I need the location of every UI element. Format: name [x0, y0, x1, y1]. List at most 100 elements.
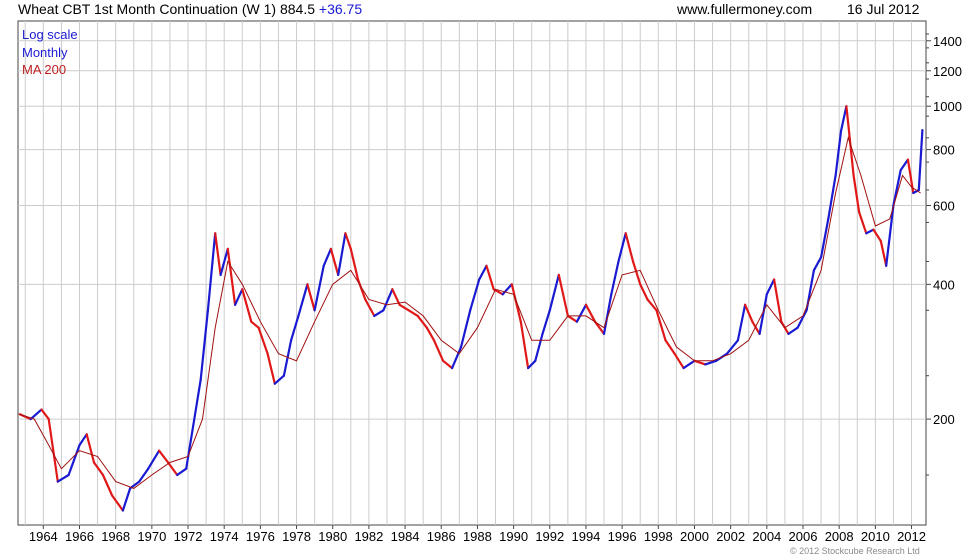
price-segment: [322, 247, 332, 267]
price-segment: [250, 320, 260, 329]
price-segment: [548, 273, 560, 312]
price-segment: [382, 288, 394, 312]
y-tick-label: 800: [933, 143, 955, 158]
x-tick-label: 2002: [716, 529, 745, 544]
price-segment: [56, 473, 70, 483]
price-segment: [758, 293, 768, 335]
price-segment: [306, 283, 316, 312]
price-segment: [214, 232, 222, 276]
price-segment: [584, 303, 597, 323]
price-segment: [736, 303, 747, 342]
price-segment: [337, 232, 347, 276]
price-segment: [501, 283, 513, 296]
copyright-notice: © 2012 Stockcube Research Ltd: [790, 546, 920, 556]
legend-ma200: MA 200: [22, 62, 67, 77]
price-segment: [40, 408, 50, 421]
title-main: Wheat CBT 1st Month Continuation (W 1) 8…: [18, 1, 315, 17]
y-tick-label: 1000: [933, 99, 962, 114]
price-segment: [885, 204, 895, 267]
price-segment: [273, 374, 285, 385]
price-segment: [147, 449, 161, 470]
price-segment: [460, 309, 472, 348]
price-segment: [655, 309, 667, 342]
x-tick-label: 2008: [825, 529, 854, 544]
price-segment: [526, 359, 537, 370]
site-url: www.fullermoney.com: [677, 1, 813, 17]
price-segment: [219, 247, 229, 276]
x-tick-label: 1976: [246, 529, 275, 544]
price-segment: [812, 256, 823, 272]
price-segment: [899, 158, 910, 172]
price-segment: [407, 309, 419, 317]
x-tick-label: 1986: [427, 529, 456, 544]
price-segment: [787, 326, 799, 335]
x-tick-label: 1964: [29, 529, 58, 544]
price-segment: [451, 345, 463, 370]
price-segment: [819, 217, 830, 259]
price-segment: [704, 359, 718, 366]
price-segment: [469, 278, 481, 312]
price-segment: [566, 314, 579, 323]
y-tick-label: 1400: [933, 34, 962, 49]
x-tick-label: 2006: [789, 529, 818, 544]
x-tick-label: 1970: [137, 529, 166, 544]
title-change: +36.75: [318, 1, 363, 17]
x-tick-label: 1978: [282, 529, 311, 544]
x-tick-label: 2000: [680, 529, 709, 544]
price-segment: [917, 129, 924, 192]
price-segment: [845, 105, 855, 177]
y-tick-label: 200: [933, 412, 955, 427]
x-tick-label: 1990: [499, 529, 528, 544]
price-segment: [639, 283, 649, 301]
price-segment: [185, 422, 195, 470]
chart-date: 16 Jul 2012: [847, 1, 920, 17]
price-segment: [827, 174, 837, 220]
x-tick-label: 1984: [391, 529, 420, 544]
price-segment: [664, 339, 676, 355]
price-segment: [416, 314, 428, 329]
x-tick-label: 1994: [571, 529, 600, 544]
price-segment: [693, 359, 707, 366]
x-tick-label: 2010: [861, 529, 890, 544]
price-segment: [158, 449, 170, 464]
x-tick-label: 2012: [897, 529, 926, 544]
price-segment: [772, 278, 783, 323]
price-segment: [765, 278, 776, 296]
y-tick-label: 1200: [933, 64, 962, 79]
plot-area: [17, 20, 927, 526]
price-segment: [751, 320, 761, 335]
price-segment: [373, 309, 385, 317]
price-segment: [872, 228, 882, 243]
price-segment: [879, 239, 888, 267]
price-segment: [121, 487, 132, 512]
price-segment: [101, 473, 114, 497]
price-segment: [485, 264, 495, 291]
price-segment: [442, 359, 454, 370]
price-segment: [839, 105, 848, 133]
price-segment: [176, 467, 188, 477]
x-tick-label: 2004: [752, 529, 781, 544]
price-segment: [478, 264, 488, 281]
price-segment: [297, 283, 309, 317]
price-segment: [313, 264, 325, 312]
x-tick-label: 1980: [318, 529, 347, 544]
price-segment: [344, 232, 352, 250]
price-segment: [624, 232, 635, 263]
price-segment: [534, 332, 544, 362]
price-segment: [510, 283, 522, 323]
price-segment: [329, 247, 340, 276]
price-segment: [192, 378, 202, 426]
price-segment: [349, 247, 360, 281]
price-segment: [541, 309, 551, 335]
x-tick-label: 1996: [608, 529, 637, 544]
price-segment: [892, 169, 902, 207]
price-segment: [610, 260, 620, 296]
price-segment: [110, 494, 125, 512]
price-segment: [234, 288, 244, 306]
price-segment: [617, 232, 627, 263]
price-segment: [257, 326, 269, 355]
price-segment: [138, 467, 150, 483]
y-tick-label: 400: [933, 277, 955, 292]
price-segment: [85, 433, 96, 464]
price-segment: [364, 298, 376, 317]
